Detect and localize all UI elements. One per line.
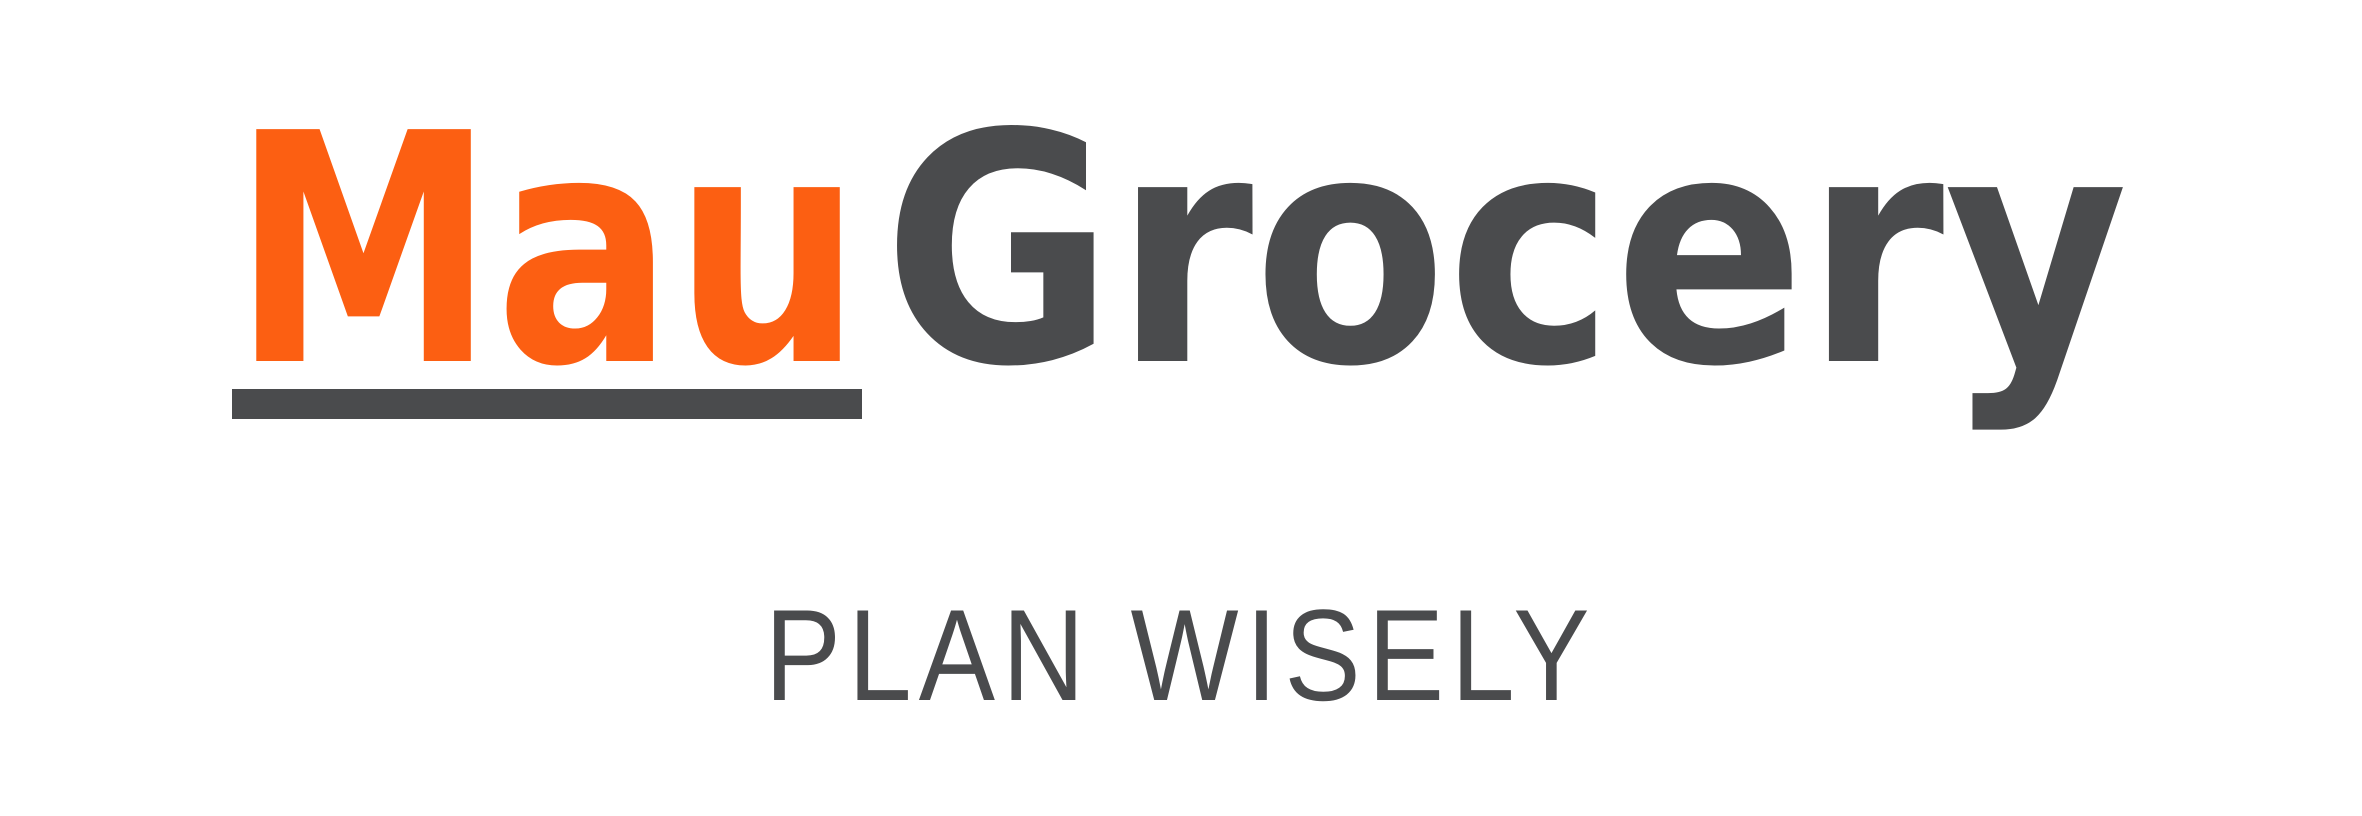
logo-text-grocery: Grocery (883, 66, 2128, 436)
logo-tagline: PLAN WISELY (0, 590, 2362, 720)
logo-underline-bar (232, 389, 862, 419)
logo-tagline-text: PLAN WISELY (765, 582, 1597, 728)
logo-text-mau: Mau (232, 66, 862, 436)
